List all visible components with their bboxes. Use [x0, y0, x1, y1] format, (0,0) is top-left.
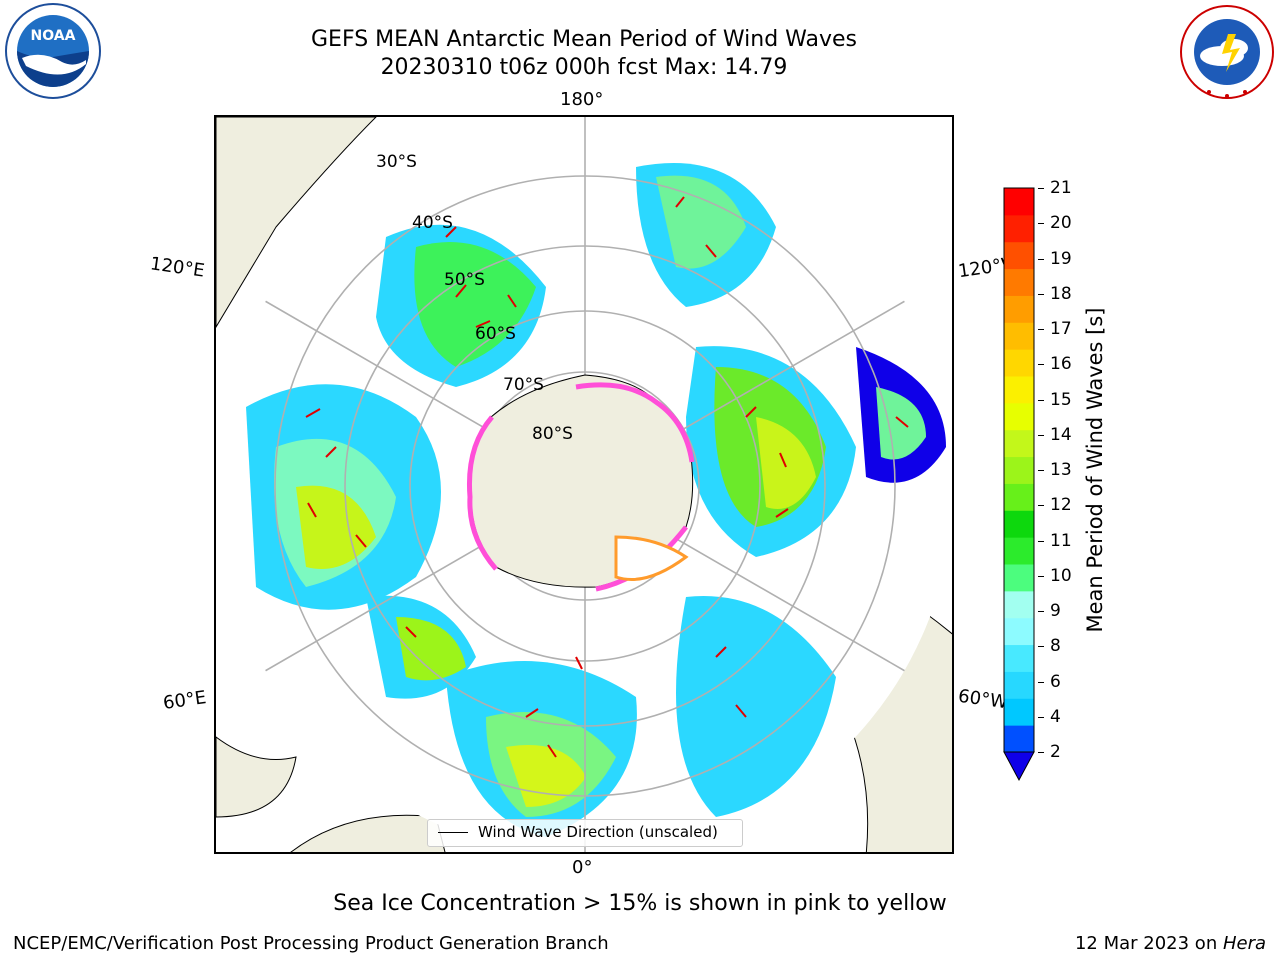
colorbar-tick-mark: [1038, 611, 1044, 612]
colorbar-frame: [1003, 187, 1035, 753]
colorbar-tick-label: 18: [1050, 283, 1072, 304]
colorbar-tick-label: 19: [1050, 248, 1072, 269]
lat-label-50s: 50°S: [444, 270, 485, 290]
colorbar-tick-mark: [1038, 540, 1044, 542]
colorbar-segment: [1004, 698, 1034, 726]
colorbar-tick-label: 11: [1050, 530, 1072, 551]
colorbar-tick-mark: [1038, 223, 1044, 225]
colorbar-tick-mark: [1038, 752, 1044, 753]
colorbar-segment: [1004, 402, 1034, 431]
colorbar-segment: [1004, 617, 1034, 646]
colorbar-segment: [1004, 349, 1034, 377]
colorbar-segment: [1004, 456, 1034, 484]
colorbar-tick-mark: [1038, 258, 1044, 260]
colorbar-tick-mark: [1038, 505, 1044, 507]
colorbar-tick-mark: [1038, 575, 1044, 577]
colorbar-segment: [1004, 268, 1034, 296]
colorbar-label: Mean Period of Wind Waves [s]: [1083, 307, 1107, 633]
lat-label-70s: 70°S: [503, 375, 544, 395]
colorbar-tick-mark: [1038, 716, 1044, 718]
colorbar-tick-label: 20: [1050, 213, 1072, 234]
colorbar-segment: [1004, 241, 1034, 270]
colorbar-tick-mark: [1038, 293, 1044, 295]
colorbar-segment: [1004, 537, 1034, 565]
colorbar-segment: [1004, 725, 1034, 753]
machine-name: Hera: [1222, 933, 1266, 954]
lat-label-80s: 80°S: [532, 424, 573, 444]
colorbar-tick-label: 12: [1050, 495, 1072, 516]
colorbar-segment: [1004, 295, 1034, 323]
colorbar-tick-label: 15: [1050, 389, 1072, 410]
colorbar-tick-mark: [1038, 470, 1044, 471]
colorbar: [1003, 187, 1035, 782]
colorbar-tick-label: 21: [1050, 178, 1072, 198]
colorbar-tick-mark: [1038, 188, 1044, 189]
colorbar-tick-mark: [1038, 364, 1044, 366]
colorbar-tick-label: 17: [1050, 319, 1072, 339]
colorbar-tick-label: 8: [1050, 636, 1061, 657]
colorbar-tick-label: 6: [1050, 671, 1061, 692]
map-legend: Wind Wave Direction (unscaled): [427, 819, 743, 847]
colorbar-segment: [1004, 376, 1034, 404]
colorbar-segment: [1004, 188, 1034, 216]
lat-label-30s: 30°S: [376, 152, 417, 172]
colorbar-tick-mark: [1038, 646, 1044, 648]
lon-label-120e: 120°E: [148, 253, 206, 282]
wave-period-field: [246, 163, 946, 837]
colorbar-tick-mark: [1038, 399, 1044, 401]
colorbar-segment: [1004, 322, 1034, 350]
colorbar-segment: [1004, 590, 1034, 619]
lon-label-180: 180°: [560, 89, 604, 110]
colorbar-tick-label: 13: [1050, 460, 1072, 480]
colorbar-tick-label: 4: [1050, 706, 1061, 727]
run-date: 12 Mar 2023 on Hera: [1075, 933, 1266, 954]
colorbar-tick-label: 2: [1050, 742, 1061, 762]
legend-label: Wind Wave Direction (unscaled): [478, 823, 718, 841]
lon-label-0: 0°: [572, 857, 593, 878]
colorbar-segment: [1004, 214, 1034, 243]
nws-logo: [1180, 5, 1274, 99]
colorbar-segment: [1004, 429, 1034, 458]
lon-label-60e: 60°E: [161, 687, 208, 714]
map-panel: 180°: [214, 115, 954, 854]
colorbar-segment: [1004, 483, 1034, 511]
colorbar-segment: [1004, 671, 1034, 699]
legend-line-swatch: [438, 832, 468, 833]
longitude-labels: 180°: [563, 117, 606, 120]
sea-ice-note: Sea Ice Concentration > 15% is shown in …: [333, 891, 947, 916]
colorbar-segment: [1004, 564, 1034, 592]
noaa-logo: NOAA: [5, 3, 101, 99]
run-date-text: 12 Mar 2023 on: [1074, 933, 1223, 954]
colorbar-tick-label: 9: [1050, 601, 1061, 621]
colorbar-tick-mark: [1038, 329, 1044, 330]
colorbar-extend-arrow: [1003, 751, 1035, 782]
colorbar-tick-label: 10: [1050, 565, 1072, 586]
lat-label-60s: 60°S: [475, 324, 516, 344]
branch-credit: NCEP/EMC/Verification Post Processing Pr…: [13, 933, 609, 954]
chart-subtitle: 20230310 t06z 000h fcst Max: 14.79: [380, 55, 788, 80]
colorbar-segment: [1004, 644, 1034, 672]
noaa-logo-text: NOAA: [31, 28, 76, 44]
colorbar-tick-mark: [1038, 681, 1044, 683]
lat-label-40s: 40°S: [412, 213, 453, 233]
colorbar-tick-mark: [1038, 434, 1044, 436]
colorbar-segment: [1004, 510, 1034, 538]
colorbar-tick-label: 14: [1050, 424, 1072, 445]
wind-wave-arrows: [305, 196, 909, 758]
chart-title: GEFS MEAN Antarctic Mean Period of Wind …: [311, 27, 857, 52]
colorbar-tick-label: 16: [1050, 354, 1072, 375]
lon-label-180: 180°: [563, 117, 606, 120]
polar-map: 180°: [216, 117, 952, 852]
